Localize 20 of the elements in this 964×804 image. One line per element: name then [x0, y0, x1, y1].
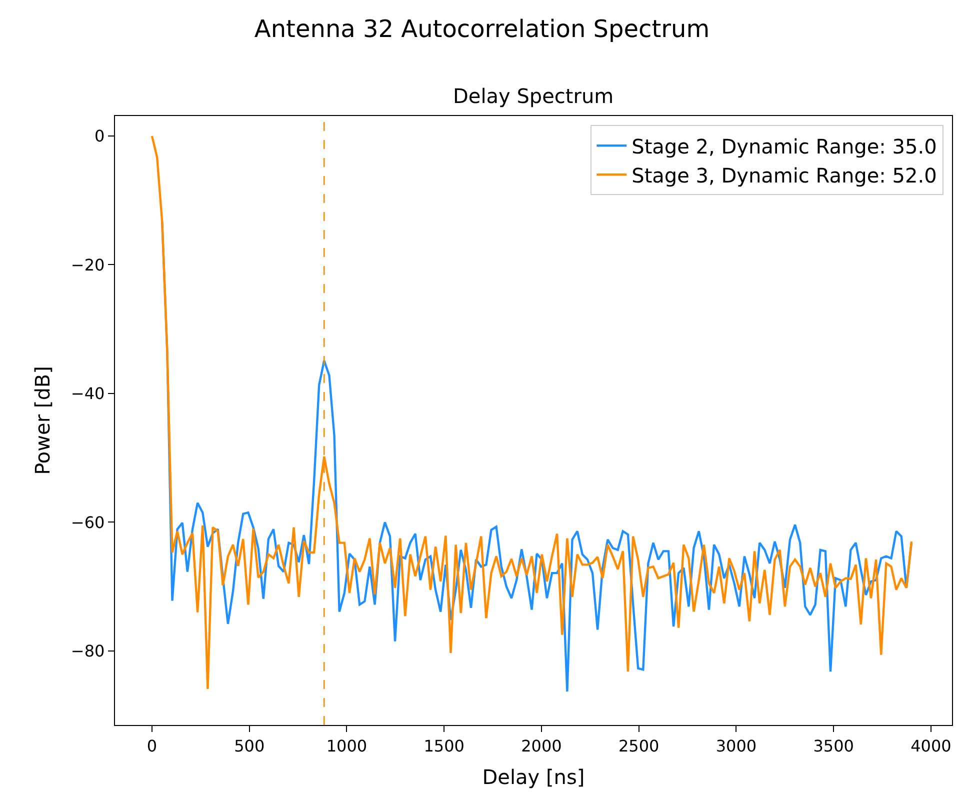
x-tick-label: 3500 [813, 736, 854, 756]
legend-label: Stage 2, Dynamic Range: 35.0 [632, 134, 937, 158]
legend-label: Stage 3, Dynamic Range: 52.0 [632, 163, 937, 188]
y-tick-label: −40 [70, 384, 105, 404]
x-tick-label: 2500 [618, 736, 660, 756]
x-tick-label: 3000 [716, 736, 757, 756]
x-tick-label: 1000 [326, 736, 368, 756]
chart-subtitle: Delay Spectrum [453, 84, 614, 108]
y-tick-label: −20 [70, 255, 105, 274]
x-axis-title: Delay [ns] [482, 764, 585, 789]
x-tick-label: 1500 [424, 736, 464, 756]
x-tick-label: 0 [146, 736, 158, 756]
x-tick-label: 2000 [521, 736, 562, 756]
y-tick-label: −60 [70, 512, 105, 532]
y-tick-label: −80 [70, 642, 105, 661]
y-tick-label: 0 [94, 126, 105, 146]
y-axis-title: Power [dB] [30, 366, 54, 475]
x-tick-label: 4000 [910, 736, 952, 756]
x-tick-label: 500 [234, 736, 265, 756]
chart-title: Antenna 32 Autocorrelation Spectrum [254, 14, 710, 43]
